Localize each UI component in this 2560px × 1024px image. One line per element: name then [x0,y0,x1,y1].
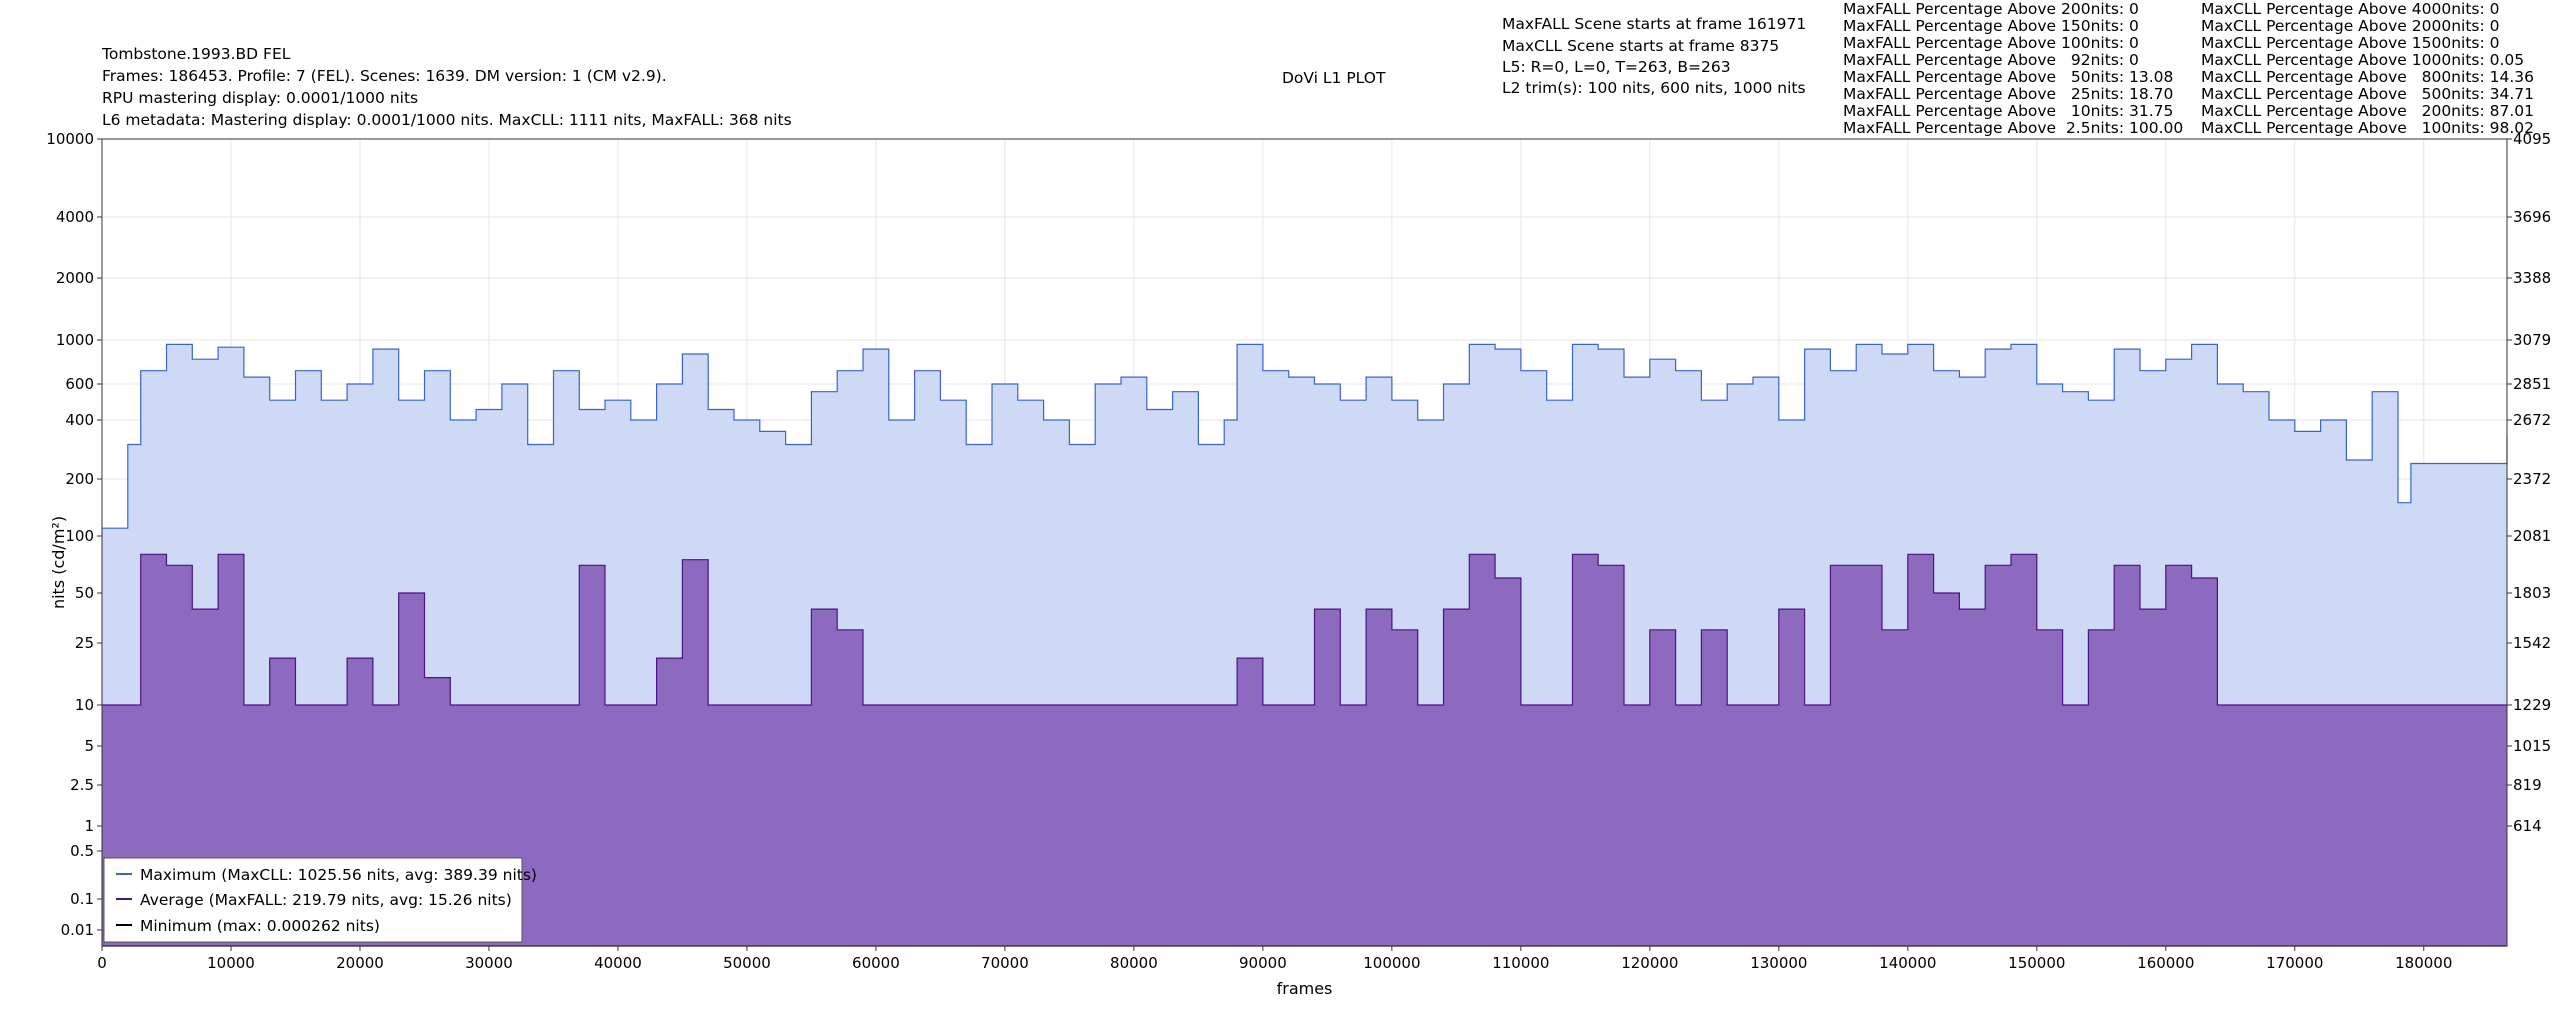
legend-min-label: Minimum (max: 0.000262 nits) [140,917,380,935]
x-tick-label: 170000 [2266,954,2323,972]
x-tick-label: 70000 [981,954,1029,972]
y-tick-label: 10 [75,696,94,714]
legend: Maximum (MaxCLL: 1025.56 nits, avg: 389.… [103,857,537,943]
avg-series-area [102,554,2507,946]
right-tick-label: 2851 [2513,375,2551,393]
x-tick-label: 80000 [1110,954,1158,972]
stat-line: MaxCLL Percentage Above 500nits: 34.71 [2201,85,2534,103]
x-tick-label: 110000 [1492,954,1549,972]
scene-info: MaxFALL Scene starts at frame 161971 Max… [1502,15,1806,97]
right-tick-label: 3388 [2513,269,2551,287]
stat-line: MaxCLL Percentage Above 1500nits: 0 [2201,34,2500,52]
y-tick-label: 0.1 [70,890,94,908]
x-tick-label: 40000 [594,954,642,972]
right-tick-label: 1229 [2513,696,2551,714]
series-areas [102,343,2508,947]
y-tick-label: 25 [75,634,94,652]
right-tick-label: 2372 [2513,470,2551,488]
x-tick-label: 160000 [2137,954,2194,972]
legend-avg-label: Average (MaxFALL: 219.79 nits, avg: 15.2… [140,891,512,909]
y-tick-label: 0.5 [70,842,94,860]
max-series-line [102,343,2508,529]
stat-line: MaxFALL Percentage Above 200nits: 0 [1843,0,2139,18]
x-tick-label: 150000 [2008,954,2065,972]
y-tick-label: 1000 [56,331,94,349]
x-tick-label: 10000 [207,954,255,972]
x-tick-label: 50000 [723,954,771,972]
stat-line: MaxFALL Percentage Above 25nits: 18.70 [1843,85,2173,103]
stat-line: MaxCLL Percentage Above 2000nits: 0 [2201,17,2500,35]
x-tick-label: 0 [97,954,107,972]
maxcll-stats: MaxCLL Percentage Above 4000nits: 0MaxCL… [2201,0,2534,137]
stat-line: MaxFALL Percentage Above 50nits: 13.08 [1843,68,2173,86]
y-tick-label: 400 [65,411,94,429]
stat-line: MaxCLL Percentage Above 4000nits: 0 [2201,0,2500,18]
stat-line: MaxCLL Percentage Above 100nits: 98.02 [2201,119,2534,137]
y-tick-label: 4000 [56,208,94,226]
right-tick-label: 1803 [2513,584,2551,602]
y-tick-label: 200 [65,470,94,488]
info-maxcll-scene: MaxCLL Scene starts at frame 8375 [1502,37,1779,55]
plot-title: Tombstone.1993.BD FEL [101,45,291,63]
right-tick-label: 2081 [2513,527,2551,545]
maxfall-stats: MaxFALL Percentage Above 200nits: 0MaxFA… [1843,0,2183,137]
x-tick-label: 100000 [1363,954,1420,972]
info-l5: L5: R=0, L=0, T=263, B=263 [1502,58,1731,76]
stat-line: MaxCLL Percentage Above 1000nits: 0.05 [2201,51,2524,69]
right-axis-ticks: 4095 3696 3388 3079 2851 2672 2372 2081 1803 1542… [2507,130,2551,835]
stat-line: MaxFALL Percentage Above 10nits: 31.75 [1843,102,2173,120]
plot-frame [101,138,2508,947]
avg-series-line [102,553,2507,706]
y-tick-label: 10000 [46,130,94,148]
y-axis-label: nits (cd/m²) [49,516,68,609]
center-title: DoVi L1 PLOT [1282,69,1386,87]
x-tick-label: 30000 [465,954,513,972]
x-tick-label: 90000 [1239,954,1287,972]
stat-line: MaxCLL Percentage Above 200nits: 87.01 [2201,102,2534,120]
right-tick-label: 2672 [2513,411,2551,429]
stat-line: MaxCLL Percentage Above 800nits: 14.36 [2201,68,2534,86]
legend-max-label: Maximum (MaxCLL: 1025.56 nits, avg: 389.… [140,866,537,884]
right-tick-label: 3079 [2513,331,2551,349]
y-tick-label: 1 [84,817,94,835]
y-tick-label: 2000 [56,269,94,287]
stat-line: MaxFALL Percentage Above 100nits: 0 [1843,34,2139,52]
x-tick-label: 20000 [336,954,384,972]
stat-line: MaxFALL Percentage Above 150nits: 0 [1843,17,2139,35]
right-tick-label: 1015 [2513,737,2551,755]
y-tick-label: 50 [75,584,94,602]
info-l2-trims: L2 trim(s): 100 nits, 600 nits, 1000 nit… [1502,79,1806,97]
info-maxfall-scene: MaxFALL Scene starts at frame 161971 [1502,15,1806,33]
x-tick-label: 130000 [1750,954,1807,972]
right-tick-label: 819 [2513,776,2542,794]
y-tick-label: 5 [84,737,94,755]
legend-box [103,857,523,943]
y-tick-label: 2.5 [70,776,94,794]
stat-line: MaxFALL Percentage Above 92nits: 0 [1843,51,2139,69]
x-tick-label: 60000 [852,954,900,972]
y-tick-label: 600 [65,375,94,393]
header-frames-line: Frames: 186453. Profile: 7 (FEL). Scenes… [102,67,667,85]
right-tick-label: 4095 [2513,130,2551,148]
header-rpu-line: RPU mastering display: 0.0001/1000 nits [102,89,418,107]
y-axis-ticks: 10000 4000 2000 1000 600 400 200 100 50 25 10 5 2.5 1… [46,130,102,939]
header-l6-line: L6 metadata: Mastering display: 0.0001/1… [102,111,792,129]
y-tick-label: 0.01 [61,921,94,939]
right-tick-label: 614 [2513,817,2542,835]
right-tick-label: 3696 [2513,208,2551,226]
x-tick-label: 120000 [1621,954,1678,972]
stat-line: MaxFALL Percentage Above 2.5nits: 100.00 [1843,119,2183,137]
right-tick-label: 1542 [2513,634,2551,652]
y-tick-label: 100 [65,527,94,545]
x-axis-ticks: 0 10000 20000 30000 40000 50000 60000 70000 8000… [97,946,2452,972]
x-tick-label: 140000 [1879,954,1936,972]
x-tick-label: 180000 [2395,954,2452,972]
x-axis-label: frames [1277,979,1333,998]
